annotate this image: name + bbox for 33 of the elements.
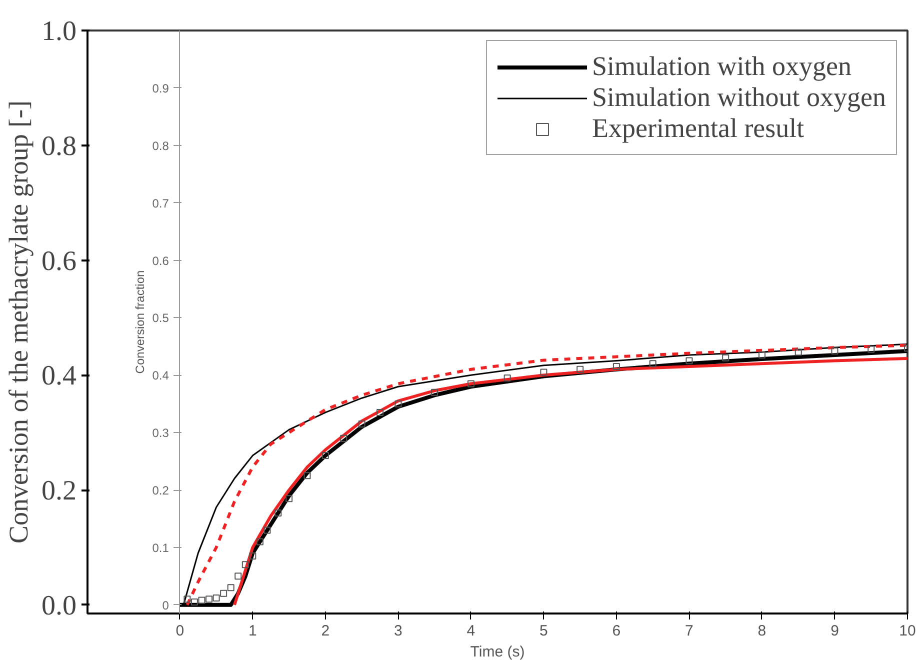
x-tick-label: 4 [466,622,476,640]
x-tick-label: 5 [540,622,548,640]
x-tick-label: 2 [321,622,330,640]
y2-tick-label: 0.4 [152,368,170,383]
y2-tick-label: 0.3 [152,426,170,440]
y-tick-label: 0.0 [42,590,76,622]
legend-label: Simulation with oxygen [592,51,852,82]
x-tick-label: 7 [685,622,694,640]
y-axis-title: Conversion of the methacrylate group [-] [4,100,34,544]
y-tick-label: 1.0 [42,16,76,47]
x-tick-label: 9 [830,622,839,640]
y2-tick-label: 0.1 [152,540,170,555]
y2-tick-label: 0.5 [152,311,170,326]
legend-label: Experimental result [592,113,804,144]
y-tick-label: 0.6 [42,246,76,277]
x-tick-label: 3 [394,622,402,640]
x-tick-label: 10 [899,622,916,640]
x-tick-label: 1 [248,622,257,640]
y2-tick-label: 0.8 [152,138,170,153]
x-tick-label: 0 [176,622,184,640]
y2-tick-label: 0 [162,598,170,612]
y2-tick-label: 0.7 [152,196,170,210]
x-tick-label: 8 [758,622,766,640]
x-tick-label: 6 [612,622,621,640]
x-axis-title: Time (s) [470,644,525,660]
y2-tick-label: 0.9 [152,81,170,96]
legend-label: Simulation without oxygen [592,82,886,113]
y2-tick-label: 0.2 [152,484,170,498]
y-tick-label: 0.2 [42,476,76,507]
y-tick-label: 0.4 [42,360,76,392]
y2-tick-label: 0.6 [152,254,170,268]
y-tick-label: 0.8 [42,130,76,162]
y2-axis-title: Conversion fraction [132,270,147,374]
